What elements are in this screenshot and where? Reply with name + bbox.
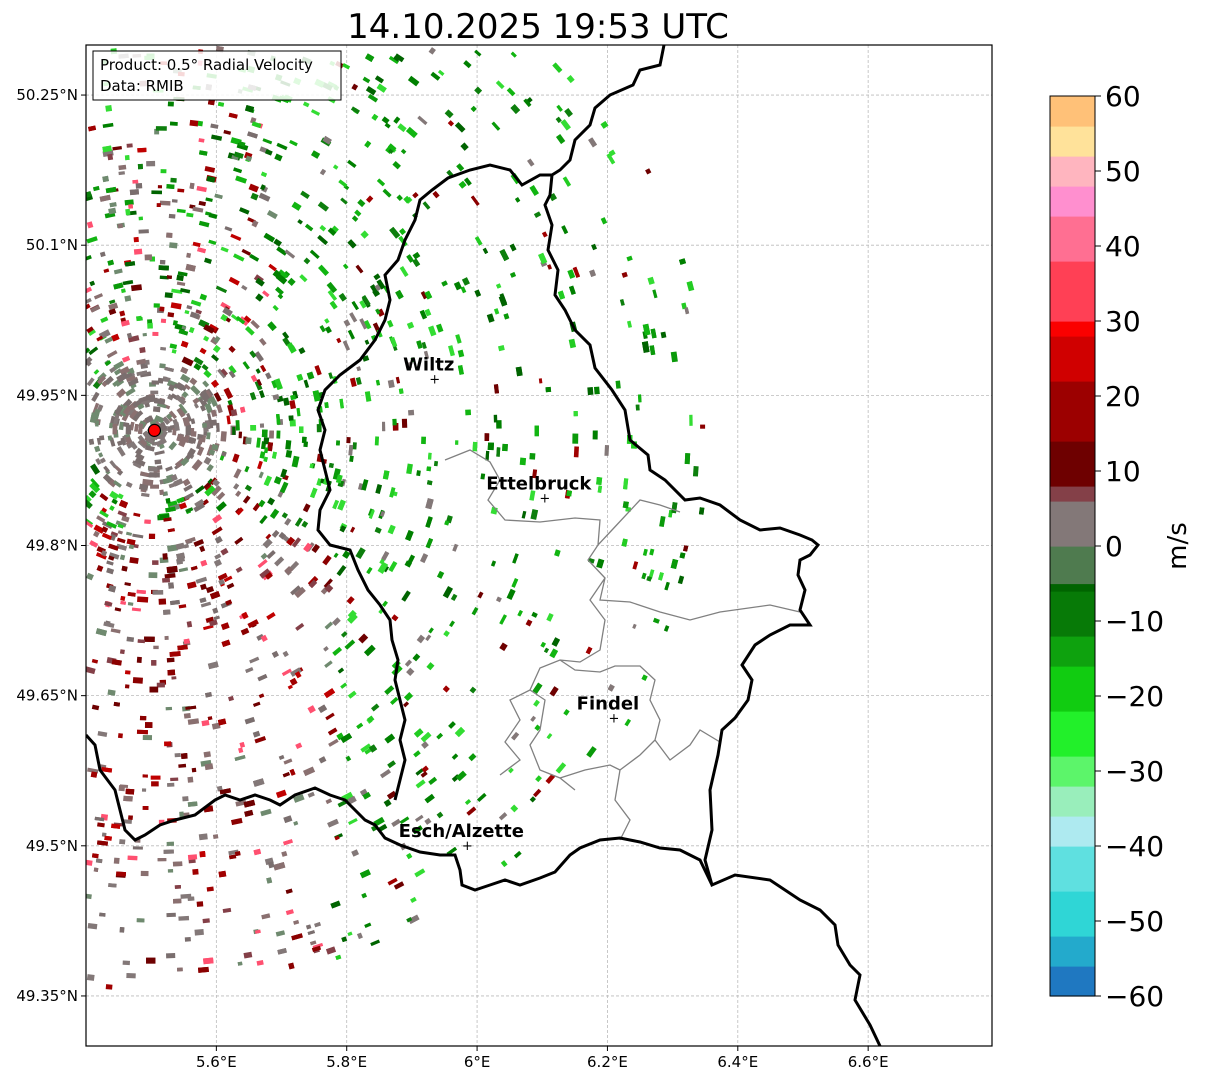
colorbar-tick-label: 0 [1105, 530, 1123, 563]
colorbar-segment [1050, 711, 1095, 757]
lat-tick-label: 49.65°N [16, 687, 78, 705]
colorbar-segment [1050, 756, 1095, 787]
lat-tick-label: 49.8°N [26, 537, 78, 555]
colorbar-segment [1050, 966, 1095, 997]
city-marker: + [462, 839, 473, 854]
city-label: Ettelbruck [486, 473, 592, 494]
colorbar-tick-label: 50 [1105, 155, 1141, 188]
colorbar-tick-label: 40 [1105, 230, 1141, 263]
colorbar-segment [1050, 591, 1095, 637]
colorbar-label: m/s [1163, 522, 1193, 570]
lat-tick-label: 49.35°N [16, 987, 78, 1005]
colorbar-segment [1050, 936, 1095, 967]
info-box: Product: 0.5° Radial Velocity Data: RMIB [92, 50, 342, 101]
chart-title: 14.10.2025 19:53 UTC [347, 7, 729, 47]
lon-tick-label: 6.2°E [587, 1053, 628, 1071]
map-gridlines [86, 45, 992, 1046]
colorbar-segment [1050, 786, 1095, 817]
colorbar-segment [1050, 126, 1095, 157]
colorbar-segment [1050, 96, 1095, 127]
lon-tick-label: 6.6°E [848, 1053, 889, 1071]
colorbar-segment [1050, 816, 1095, 847]
city-label: Esch/Alzette [399, 821, 524, 842]
colorbar-tick-label: −50 [1105, 905, 1164, 938]
colorbar-tick-label: 20 [1105, 380, 1141, 413]
lat-tick-label: 49.5°N [26, 837, 78, 855]
colorbar: 60 50 40 30 20 10 0 −10 −20 −30 −40 −50 −60 [1049, 80, 1164, 1013]
country-border [86, 45, 882, 1046]
lat-tick-label: 50.25°N [16, 86, 78, 104]
info-data-source: Data: RMIB [100, 77, 184, 95]
colorbar-segment [1050, 156, 1095, 187]
colorbar-segment [1050, 261, 1095, 322]
colorbar-segment [1050, 186, 1095, 217]
radar-site-dot [147, 423, 162, 437]
colorbar-tick-label: 10 [1105, 455, 1141, 488]
colorbar-segment [1050, 486, 1095, 502]
colorbar-tick-label: −20 [1105, 680, 1164, 713]
colorbar-segment [1050, 321, 1095, 337]
map-borders [86, 45, 882, 1046]
colorbar-tick-label: −40 [1105, 830, 1164, 863]
city-marker: + [539, 491, 550, 506]
colorbar-tick-label: −10 [1105, 605, 1164, 638]
city-label: Wiltz [403, 354, 454, 375]
colorbar-segment [1050, 381, 1095, 442]
colorbar-segment [1050, 441, 1095, 487]
radar-site-marker [147, 423, 162, 437]
info-product: Product: 0.5° Radial Velocity [100, 56, 313, 74]
colorbar-tick-label: −30 [1105, 755, 1164, 788]
lon-tick-label: 5.6°E [196, 1053, 237, 1071]
colorbar-segment [1050, 666, 1095, 712]
colorbar-segment [1050, 336, 1095, 382]
map-axes: 5.6°E 5.8°E 6°E 6.2°E 6.4°E 6.6°E 50.25°N 50.1°… [16, 86, 888, 1071]
lon-tick-label: 6°E [464, 1053, 491, 1071]
colorbar-segment [1050, 583, 1095, 592]
city-marker: + [429, 372, 440, 387]
colorbar-segment [1050, 501, 1095, 547]
lat-tick-label: 50.1°N [26, 236, 78, 254]
colorbar-segment [1050, 546, 1095, 585]
colorbar-segment [1050, 636, 1095, 667]
lon-tick-label: 6.4°E [717, 1053, 758, 1071]
colorbar-segment [1050, 891, 1095, 937]
colorbar-tick-label: 30 [1105, 305, 1141, 338]
lat-tick-label: 49.95°N [16, 386, 78, 404]
canton-boundaries [444, 449, 801, 841]
colorbar-tick-label: 60 [1105, 80, 1141, 113]
city-marker: + [609, 712, 620, 727]
lon-tick-label: 5.8°E [326, 1053, 367, 1071]
colorbar-segment [1050, 846, 1095, 892]
colorbar-tick-label: −60 [1105, 980, 1164, 1013]
city-label: Findel [577, 694, 640, 715]
colorbar-segment [1050, 216, 1095, 262]
city-labels: +Wiltz+Ettelbruck+Findel+Esch/Alzette [399, 354, 640, 853]
